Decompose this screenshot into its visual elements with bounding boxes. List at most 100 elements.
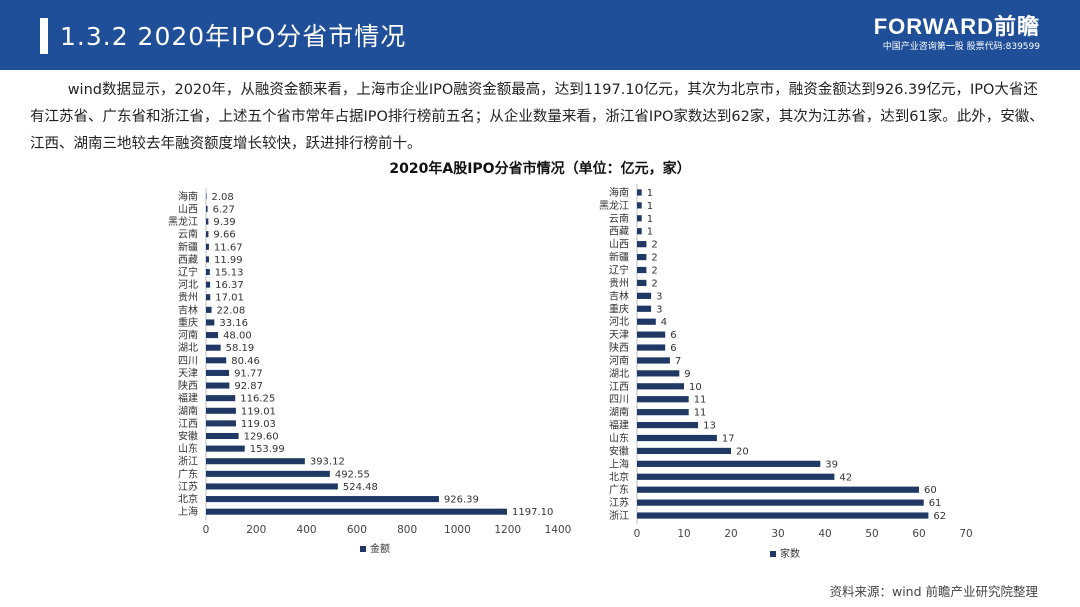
- data-label: 6.27: [213, 204, 235, 215]
- legend-label: 金额: [370, 542, 390, 555]
- data-label: 13: [703, 421, 716, 432]
- category-label: 河北: [178, 279, 198, 291]
- bar: [637, 486, 919, 493]
- x-tick-label: 800: [397, 524, 417, 536]
- category-label: 北京: [178, 493, 198, 506]
- category-label: 广东: [609, 483, 629, 496]
- data-label: 129.60: [244, 432, 279, 443]
- data-label: 11: [694, 408, 707, 419]
- bar: [637, 434, 717, 442]
- category-label: 上海: [609, 457, 629, 470]
- category-label: 河南: [178, 329, 198, 342]
- bar: [637, 266, 647, 274]
- bar: [637, 189, 642, 196]
- x-tick-label: 30: [771, 528, 784, 540]
- x-tick-label: 10: [677, 528, 690, 540]
- data-label: 153.99: [250, 444, 285, 455]
- bar: [206, 470, 330, 477]
- data-label: 61: [929, 498, 942, 509]
- data-label: 20: [736, 446, 749, 457]
- data-label: 16.37: [215, 280, 244, 291]
- category-label: 黑龙江: [168, 215, 198, 228]
- bar: [206, 319, 215, 326]
- data-label: 62: [933, 511, 946, 522]
- bar: [637, 370, 680, 377]
- brand-logo: FORWARD前瞻: [873, 14, 1040, 39]
- bar: [206, 294, 211, 301]
- bar: [206, 369, 230, 376]
- category-label: 西藏: [609, 226, 629, 238]
- x-tick-label: 1200: [494, 524, 521, 536]
- bar: [637, 460, 821, 467]
- category-label: 山西: [178, 203, 198, 215]
- category-label: 黑龙江: [599, 199, 629, 212]
- x-tick-label: 0: [634, 528, 641, 540]
- x-tick-label: 1000: [444, 524, 471, 536]
- category-label: 辽宁: [609, 264, 629, 277]
- category-label: 浙江: [178, 456, 198, 468]
- category-label: 贵州: [178, 291, 198, 304]
- category-label: 山西: [609, 239, 629, 251]
- data-label: 4: [661, 317, 667, 328]
- bar: [637, 447, 731, 455]
- bar: [206, 218, 209, 225]
- data-label: 60: [924, 485, 937, 496]
- data-label: 9.39: [213, 217, 235, 228]
- body-paragraph: wind数据显示，2020年，从融资金额来看，上海市企业IPO融资金额最高，达到…: [30, 82, 1044, 152]
- category-label: 四川: [609, 395, 629, 406]
- category-label: 山东: [178, 442, 198, 455]
- bar: [637, 228, 642, 235]
- x-tick-label: 400: [297, 524, 317, 536]
- data-label: 1: [647, 214, 653, 225]
- bar: [206, 231, 209, 238]
- bar: [206, 420, 236, 427]
- category-label: 山东: [609, 432, 629, 445]
- data-label: 2: [651, 266, 657, 277]
- bar: [637, 318, 656, 325]
- data-label: 33.16: [219, 318, 248, 329]
- x-tick-label: 600: [347, 524, 367, 536]
- bar: [206, 268, 210, 276]
- bar: [206, 243, 209, 250]
- bar: [206, 306, 212, 313]
- page-title: 1.3.2 2020年IPO分省市情况: [60, 22, 407, 51]
- category-label: 新疆: [609, 251, 629, 264]
- category-label: 云南: [178, 228, 198, 241]
- data-label: 3: [656, 291, 662, 302]
- bar: [206, 281, 211, 288]
- category-label: 湖南: [609, 406, 629, 419]
- category-label: 西藏: [178, 254, 198, 266]
- category-label: 陕西: [178, 379, 198, 392]
- category-label: 湖北: [609, 368, 629, 380]
- category-label: 新疆: [178, 240, 198, 253]
- data-label: 15.13: [215, 268, 244, 279]
- category-label: 贵州: [609, 276, 629, 289]
- x-tick-label: 0: [203, 524, 210, 536]
- category-label: 广东: [178, 467, 198, 480]
- bar: [637, 305, 652, 312]
- category-label: 天津: [178, 367, 198, 379]
- category-label: 四川: [178, 356, 198, 367]
- category-label: 吉林: [609, 289, 629, 302]
- category-label: 福建: [178, 392, 198, 405]
- bar: [637, 241, 647, 248]
- bar: [206, 508, 507, 515]
- data-label: 2.08: [212, 192, 234, 203]
- bar: [206, 496, 439, 503]
- data-label: 42: [839, 472, 852, 483]
- data-label: 1197.10: [512, 507, 553, 518]
- category-label: 河北: [609, 316, 629, 328]
- data-label: 11: [694, 395, 707, 406]
- brand-block: FORWARD前瞻 中国产业咨询第一股 股票代码:839599: [874, 15, 1040, 53]
- data-label: 6: [670, 330, 676, 341]
- bar: [206, 193, 207, 200]
- bar: [637, 344, 666, 351]
- header-accent-bar: [40, 18, 48, 54]
- x-tick-label: 50: [865, 528, 878, 540]
- category-label: 重庆: [609, 302, 629, 315]
- data-label: 7: [675, 356, 681, 367]
- chart-title: 2020年A股IPO分省市情况（单位：亿元，家）: [389, 161, 691, 177]
- data-label: 92.87: [234, 381, 263, 392]
- bar: [637, 512, 929, 519]
